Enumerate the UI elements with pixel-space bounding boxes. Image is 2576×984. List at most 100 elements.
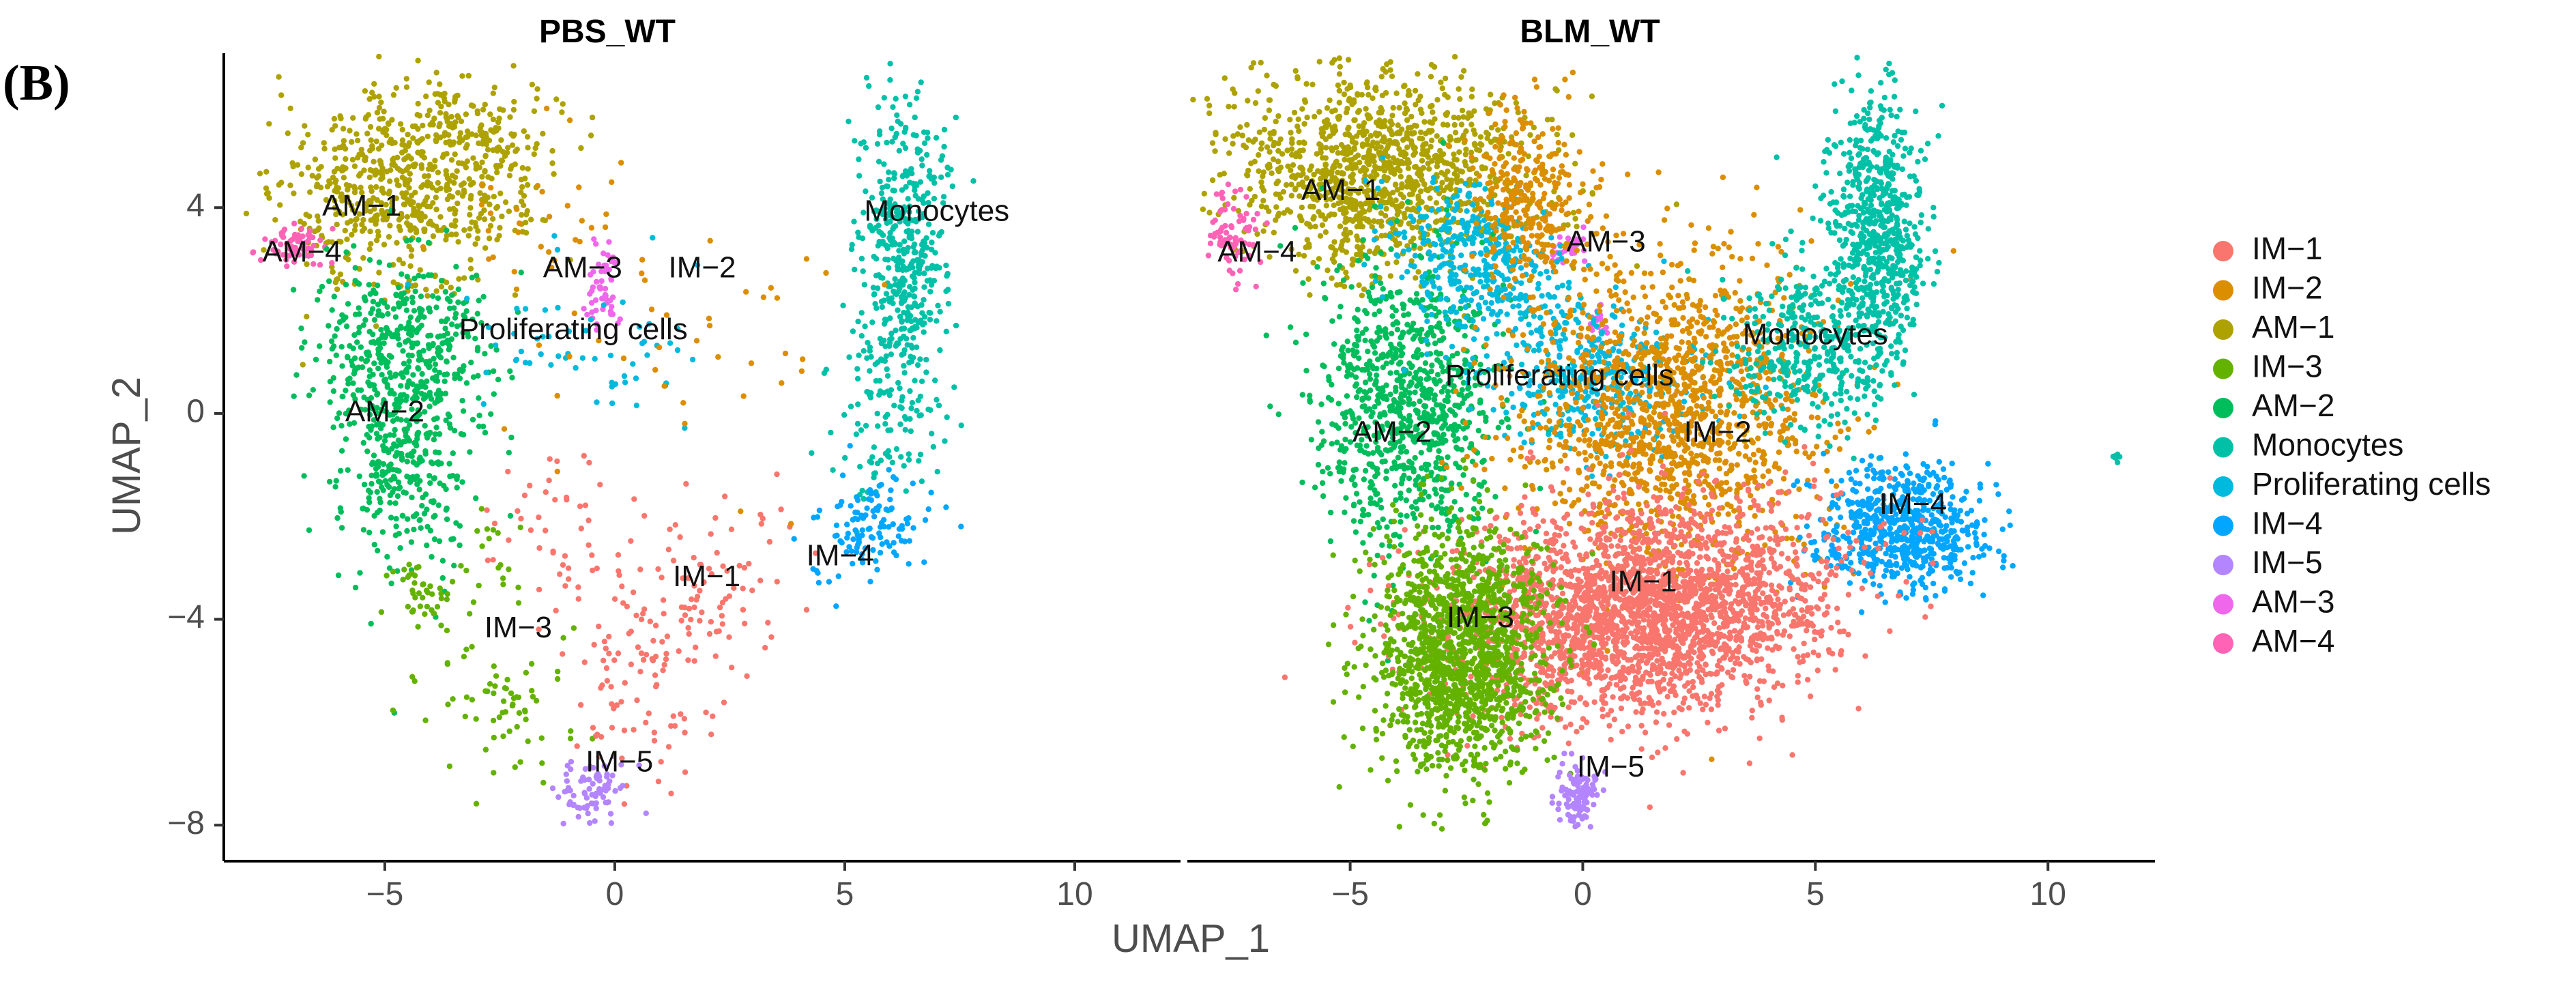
- data-point: [1351, 100, 1357, 105]
- data-point: [1476, 428, 1481, 433]
- data-point: [912, 242, 917, 247]
- data-point: [400, 348, 405, 353]
- data-point: [1292, 187, 1298, 192]
- data-point: [901, 238, 907, 244]
- data-point: [1333, 145, 1339, 150]
- data-point: [355, 138, 360, 143]
- data-point: [1343, 132, 1348, 137]
- data-point: [1325, 267, 1330, 273]
- data-point: [1318, 213, 1324, 218]
- data-point: [1344, 373, 1350, 379]
- data-point: [1253, 227, 1258, 232]
- data-point: [922, 314, 927, 319]
- data-point: [1452, 54, 1458, 59]
- data-point: [396, 437, 401, 443]
- data-point: [1232, 188, 1238, 194]
- data-point: [523, 220, 528, 225]
- data-point: [585, 803, 590, 809]
- data-point: [1226, 150, 1232, 156]
- data-point: [488, 127, 493, 132]
- data-point: [411, 276, 417, 281]
- data-point: [345, 257, 351, 262]
- data-point: [1411, 300, 1417, 305]
- data-point: [410, 199, 416, 205]
- data-point: [916, 257, 921, 262]
- data-point: [466, 73, 472, 78]
- data-point: [379, 372, 384, 377]
- data-point: [882, 95, 887, 100]
- data-point: [1432, 487, 1438, 492]
- data-point: [1338, 246, 1344, 251]
- data-point: [315, 182, 320, 187]
- data-point: [1418, 381, 1423, 387]
- data-point: [518, 516, 523, 521]
- data-point: [898, 454, 903, 459]
- data-point: [1383, 382, 1389, 388]
- data-point: [507, 728, 512, 734]
- data-point: [603, 292, 608, 298]
- data-point: [609, 820, 614, 826]
- data-point: [1433, 219, 1438, 225]
- data-point: [500, 710, 505, 715]
- data-point: [1400, 201, 1405, 207]
- data-point: [1394, 218, 1400, 224]
- data-point: [467, 257, 473, 262]
- data-point: [473, 495, 478, 501]
- data-point: [382, 334, 388, 340]
- data-point: [1454, 157, 1460, 162]
- data-point: [420, 274, 426, 279]
- data-point: [357, 474, 362, 479]
- data-point: [497, 714, 502, 720]
- data-point: [915, 89, 921, 94]
- data-point: [566, 576, 571, 581]
- data-point: [1370, 96, 1375, 101]
- data-point: [940, 154, 945, 159]
- data-point: [1430, 525, 1435, 530]
- data-point: [1285, 207, 1290, 213]
- data-point: [1442, 172, 1447, 177]
- data-point: [811, 515, 816, 520]
- data-point: [468, 196, 474, 201]
- data-point: [868, 394, 873, 400]
- data-point: [480, 294, 486, 300]
- data-point: [474, 528, 480, 534]
- data-point: [464, 295, 469, 301]
- data-point: [372, 317, 377, 323]
- data-point: [1316, 462, 1321, 467]
- data-point: [598, 734, 604, 740]
- data-point: [494, 145, 500, 151]
- data-point: [1190, 97, 1196, 102]
- data-point: [433, 362, 438, 367]
- data-point: [1363, 379, 1368, 385]
- data-point: [1389, 331, 1394, 336]
- data-point: [495, 119, 501, 125]
- data-point: [416, 101, 421, 106]
- data-point: [1359, 293, 1365, 298]
- data-point: [671, 713, 676, 719]
- data-point: [536, 587, 542, 592]
- data-point: [1304, 115, 1309, 120]
- data-point: [560, 101, 566, 106]
- data-point: [690, 357, 695, 362]
- data-point: [912, 249, 918, 255]
- data-point: [1254, 284, 1259, 289]
- data-point: [1231, 195, 1236, 201]
- data-point: [405, 337, 411, 343]
- data-point: [1420, 147, 1426, 152]
- data-point: [775, 295, 780, 301]
- data-point: [903, 93, 908, 99]
- data-point: [328, 399, 333, 405]
- data-point: [880, 233, 886, 238]
- data-point: [300, 362, 306, 367]
- data-point: [406, 378, 411, 384]
- data-point: [453, 332, 459, 337]
- data-point: [538, 351, 544, 357]
- data-point: [575, 584, 581, 590]
- data-point: [1455, 173, 1460, 179]
- data-point: [512, 292, 518, 298]
- data-point: [1460, 108, 1465, 113]
- data-point: [343, 146, 348, 151]
- data-point: [839, 499, 844, 504]
- data-point: [844, 521, 850, 527]
- data-point: [391, 442, 396, 447]
